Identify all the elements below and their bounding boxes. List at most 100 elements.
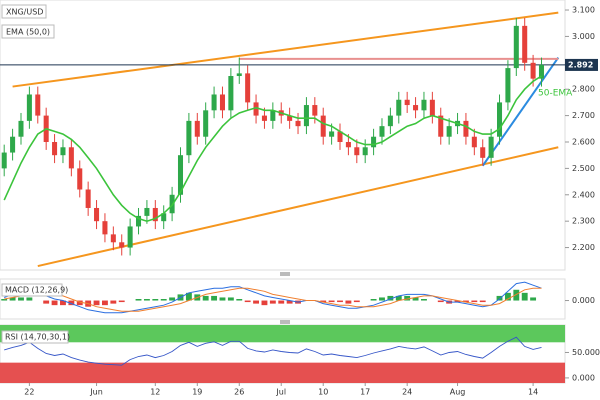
x-tick-label: 22 [24, 388, 34, 397]
macd-histogram-bar [320, 300, 327, 303]
macd-histogram-bar [353, 300, 360, 303]
ema-label-box [1, 24, 55, 39]
macd-histogram-bar [521, 292, 528, 301]
candle-body [26, 94, 32, 121]
macd-histogram-bar [504, 292, 511, 301]
candle-body [236, 73, 242, 77]
candle-body [438, 115, 444, 137]
candle-body [18, 120, 24, 137]
macd-histogram-bar [102, 300, 108, 306]
candle-body [127, 226, 133, 248]
x-tick-label: Aug [450, 388, 466, 397]
trendline [12, 11, 559, 88]
candle-body [354, 147, 360, 156]
candle-body [211, 94, 217, 111]
candle-body [404, 99, 410, 106]
x-tick-label: 10 [318, 388, 328, 397]
candle-body [228, 76, 234, 111]
macd-histogram-bar [513, 289, 520, 301]
candle-body [463, 120, 469, 137]
candle-body [320, 115, 326, 137]
macd-histogram-bar [135, 299, 142, 301]
candle-body [245, 73, 251, 103]
candle-body [136, 215, 142, 227]
candle-body [35, 94, 41, 116]
trendline [481, 56, 560, 167]
y-tick-label: 2.200 [572, 243, 595, 252]
ema-annotation: 50-EMA [538, 89, 573, 99]
candle-body [538, 64, 545, 79]
candle-body [52, 141, 58, 156]
candle-body [513, 25, 519, 69]
x-tick-label: 26 [234, 388, 244, 397]
x-tick-label: 14 [528, 388, 538, 397]
macd-histogram-bar [185, 292, 192, 301]
candle-body [345, 141, 351, 148]
candle-body [270, 110, 276, 121]
macd-histogram-bar [169, 297, 176, 301]
ema-line [3, 75, 542, 223]
macd-histogram-bar [18, 297, 24, 301]
candle-body [102, 221, 108, 235]
macd-histogram-bar [421, 299, 427, 301]
macd-histogram-bar [269, 300, 276, 304]
main-panel [0, 0, 566, 271]
candle-body [119, 242, 125, 248]
macd-histogram-bar [471, 300, 478, 303]
rsi-label: RSI (14,70,30,1) [5, 333, 70, 342]
candle-body [471, 136, 477, 148]
overbought-zone [0, 325, 565, 343]
candle-body [77, 168, 83, 190]
title-box [1, 4, 47, 19]
macd-histogram-bar [202, 295, 209, 301]
candle-body [186, 120, 192, 156]
macd-histogram-bar [454, 300, 461, 303]
candle-body [261, 115, 267, 121]
macd-histogram-bar [437, 300, 444, 303]
candle-body [219, 94, 225, 111]
x-tick-label: Jul [275, 388, 286, 397]
candle-body [387, 115, 393, 127]
candle-body [177, 155, 184, 195]
macd-histogram-bar [530, 297, 537, 301]
candle-body [68, 147, 74, 169]
macd-line [4, 281, 542, 314]
macd-histogram-bar [160, 299, 167, 301]
candle-body [413, 105, 419, 111]
candle-body [496, 102, 503, 137]
macd-histogram-bar [278, 300, 285, 304]
candle-body [488, 136, 494, 158]
macd-histogram-bar [253, 300, 259, 304]
macd-histogram-bar [462, 300, 469, 303]
signal-line [4, 287, 542, 312]
y-tick-label: 3.100 [572, 6, 595, 15]
rsi-tick-label: 50.000 [572, 348, 600, 357]
rsi-tick-label: 0.000 [572, 373, 595, 382]
macd-tick-label: 0.000 [572, 296, 595, 305]
macd-label-box [1, 283, 63, 297]
candle-body [94, 207, 100, 222]
candle-body [10, 136, 16, 153]
plot-layer [0, 11, 565, 383]
x-tick-label: 17 [360, 388, 370, 397]
macd-histogram-bar [328, 300, 335, 303]
candle-body [429, 99, 435, 116]
candle-body [522, 25, 528, 63]
candle-body [362, 147, 368, 156]
y-tick-label: 2.600 [572, 137, 595, 146]
y-tick-label: 2.700 [572, 111, 595, 120]
macd-histogram-bar [479, 300, 486, 303]
candle-body [312, 105, 318, 116]
panel-grip [280, 272, 290, 276]
x-tick-label: 12 [150, 388, 160, 397]
y-tick-label: 2.400 [572, 190, 595, 199]
macd-histogram-bar [337, 300, 343, 303]
macd-histogram-bar [496, 295, 503, 301]
candle-body [110, 234, 116, 243]
macd-histogram-bar [219, 297, 226, 301]
macd-histogram-bar [286, 300, 293, 304]
candle-body [396, 99, 402, 116]
y-tick-label: 2.300 [572, 217, 595, 226]
candle-body [329, 131, 335, 137]
